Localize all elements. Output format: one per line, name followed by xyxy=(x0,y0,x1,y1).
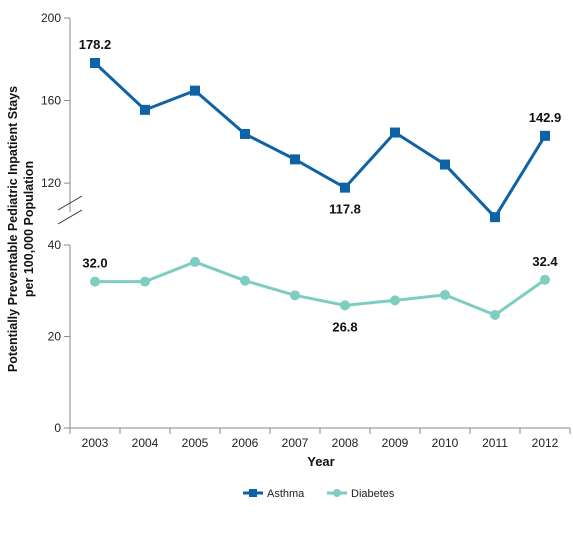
x-tick-label: 2005 xyxy=(182,436,209,450)
x-tick-label: 2010 xyxy=(432,436,459,450)
legend-swatch-marker xyxy=(249,489,257,497)
x-tick-label: 2007 xyxy=(282,436,309,450)
series-line-diabetes xyxy=(95,260,546,317)
data-label-diabetes: 32.4 xyxy=(532,254,558,269)
series-layer: 178.2 117.8 142.9 32.0 26.8 32.4 xyxy=(79,37,562,334)
y-tick-label-lower: 20 xyxy=(48,330,62,344)
data-label-asthma: 142.9 xyxy=(529,110,562,125)
axes: 120 160 200 0 20 40 2003 2004 2005 2006 2007 2008 20… xyxy=(41,11,571,450)
data-label-asthma: 117.8 xyxy=(329,202,361,217)
series-diabetes: 32.0 26.8 32.4 xyxy=(82,254,558,335)
y-axis-title-line-2: per 100,000 Population xyxy=(22,161,36,297)
y-tick-label-lower: 0 xyxy=(54,421,61,435)
data-point-diabetes xyxy=(440,289,450,300)
data-point-asthma xyxy=(390,127,400,138)
x-tick-label: 2006 xyxy=(232,436,259,450)
legend-item-diabetes: Diabetes xyxy=(327,488,395,500)
series-line-asthma xyxy=(93,61,547,219)
legend-swatch-marker xyxy=(333,489,341,497)
data-point-asthma xyxy=(140,104,150,115)
axis-break-mark-bottom xyxy=(57,209,83,225)
data-point-diabetes xyxy=(290,290,300,301)
y-axis-title-line-1: Potentially Preventable Pediatric Inpati… xyxy=(6,86,20,372)
data-label-diabetes: 32.0 xyxy=(82,256,107,271)
data-point-asthma xyxy=(90,57,100,68)
data-point-diabetes xyxy=(90,276,100,287)
data-point-asthma xyxy=(440,159,450,170)
data-point-diabetes xyxy=(390,295,400,306)
data-label-asthma: 178.2 xyxy=(79,37,112,52)
x-axis-title: Year xyxy=(307,454,334,469)
axis-break-mark-top xyxy=(57,195,83,211)
data-point-diabetes xyxy=(240,275,250,286)
legend-label: Asthma xyxy=(267,488,305,500)
x-tick-label: 2011 xyxy=(482,436,508,450)
y-tick-label-upper: 200 xyxy=(41,11,61,25)
data-point-asthma xyxy=(240,128,250,139)
y-tick-label-lower: 40 xyxy=(48,238,62,252)
y-axis-title: Potentially Preventable Pediatric Inpati… xyxy=(6,86,36,372)
data-point-diabetes xyxy=(490,309,500,320)
data-point-asthma xyxy=(540,130,550,141)
data-point-asthma xyxy=(190,85,200,96)
data-point-diabetes xyxy=(190,256,200,267)
data-point-asthma xyxy=(340,182,350,193)
series-asthma: 178.2 117.8 142.9 xyxy=(79,37,562,223)
data-point-diabetes xyxy=(540,274,550,285)
data-point-asthma xyxy=(290,154,300,165)
legend-item-asthma: Asthma xyxy=(243,488,305,500)
legend: Asthma Diabetes xyxy=(243,488,395,500)
x-tick-label: 2004 xyxy=(132,436,159,450)
y-tick-label-upper: 160 xyxy=(41,94,61,108)
x-tick-label: 2008 xyxy=(332,436,359,450)
data-point-asthma xyxy=(490,212,500,223)
y-tick-label-upper: 120 xyxy=(41,176,61,190)
x-tick-label: 2003 xyxy=(82,436,109,450)
data-label-diabetes: 26.8 xyxy=(332,319,357,334)
x-tick-label: 2009 xyxy=(382,436,409,450)
data-point-diabetes xyxy=(340,300,350,311)
x-tick-label: 2012 xyxy=(532,436,559,450)
data-point-diabetes xyxy=(140,276,150,287)
legend-label: Diabetes xyxy=(351,488,395,500)
